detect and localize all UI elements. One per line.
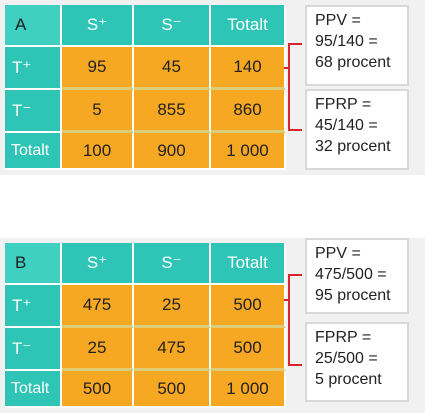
column-header-s-plus: S⁺ bbox=[62, 243, 134, 285]
column-header-total: Totalt bbox=[211, 5, 286, 47]
column-header-s-plus: S⁺ bbox=[62, 5, 134, 47]
table-cell: 475 bbox=[134, 328, 211, 371]
table-cell: 1 000 bbox=[211, 371, 286, 408]
table-cell: 25 bbox=[62, 328, 134, 371]
column-header-s-minus: S⁻ bbox=[134, 243, 211, 285]
ppv-result: 95 procent bbox=[315, 287, 391, 304]
fprp-result: 5 procent bbox=[315, 371, 382, 388]
connector-bracket bbox=[288, 274, 302, 366]
table-cell: 475 bbox=[62, 285, 134, 328]
fprp-box: FPRP = 45/140 = 32 procent bbox=[305, 89, 409, 170]
row-header-t-minus: T⁻ bbox=[5, 90, 62, 133]
table-corner-label: A bbox=[5, 5, 62, 47]
ppv-title: PPV = bbox=[315, 245, 361, 262]
table-cell: 100 bbox=[62, 133, 134, 170]
table-cell: 500 bbox=[211, 328, 286, 371]
table-cell: 140 bbox=[211, 47, 286, 90]
table-cell: 95 bbox=[62, 47, 134, 90]
fprp-box: FPRP = 25/500 = 5 procent bbox=[305, 322, 409, 402]
table-cell: 855 bbox=[134, 90, 211, 133]
panel-b: B S⁺ S⁻ Totalt T⁺ 475 25 500 T⁻ 25 475 5… bbox=[0, 238, 425, 413]
fprp-title: FPRP = bbox=[315, 329, 372, 346]
fprp-formula: 25/500 = bbox=[315, 350, 378, 367]
table-cell: 1 000 bbox=[211, 133, 286, 170]
connector-tick bbox=[284, 299, 290, 301]
ppv-title: PPV = bbox=[315, 12, 361, 29]
column-header-s-minus: S⁻ bbox=[134, 5, 211, 47]
connector-tick bbox=[284, 67, 290, 69]
table-corner-label: B bbox=[5, 243, 62, 285]
row-header-t-plus: T⁺ bbox=[5, 47, 62, 90]
contingency-table-a: A S⁺ S⁻ Totalt T⁺ 95 45 140 T⁻ 5 855 860… bbox=[5, 5, 286, 170]
table-cell: 45 bbox=[134, 47, 211, 90]
row-header-total: Totalt bbox=[5, 133, 62, 170]
table-cell: 500 bbox=[62, 371, 134, 408]
row-header-total: Totalt bbox=[5, 371, 62, 408]
connector-bracket bbox=[288, 43, 302, 131]
contingency-table-b: B S⁺ S⁻ Totalt T⁺ 475 25 500 T⁻ 25 475 5… bbox=[5, 243, 286, 408]
row-header-t-plus: T⁺ bbox=[5, 285, 62, 328]
fprp-result: 32 procent bbox=[315, 138, 391, 155]
fprp-formula: 45/140 = bbox=[315, 117, 378, 134]
table-cell: 900 bbox=[134, 133, 211, 170]
ppv-box: PPV = 95/140 = 68 procent bbox=[305, 5, 409, 86]
table-cell: 5 bbox=[62, 90, 134, 133]
table-cell: 25 bbox=[134, 285, 211, 328]
ppv-formula: 475/500 = bbox=[315, 266, 387, 283]
column-header-total: Totalt bbox=[211, 243, 286, 285]
panel-a: A S⁺ S⁻ Totalt T⁺ 95 45 140 T⁻ 5 855 860… bbox=[0, 0, 425, 175]
ppv-result: 68 procent bbox=[315, 54, 391, 71]
ppv-formula: 95/140 = bbox=[315, 33, 378, 50]
fprp-title: FPRP = bbox=[315, 96, 372, 113]
table-cell: 500 bbox=[134, 371, 211, 408]
table-cell: 500 bbox=[211, 285, 286, 328]
ppv-box: PPV = 475/500 = 95 procent bbox=[305, 238, 409, 314]
table-cell: 860 bbox=[211, 90, 286, 133]
row-header-t-minus: T⁻ bbox=[5, 328, 62, 371]
